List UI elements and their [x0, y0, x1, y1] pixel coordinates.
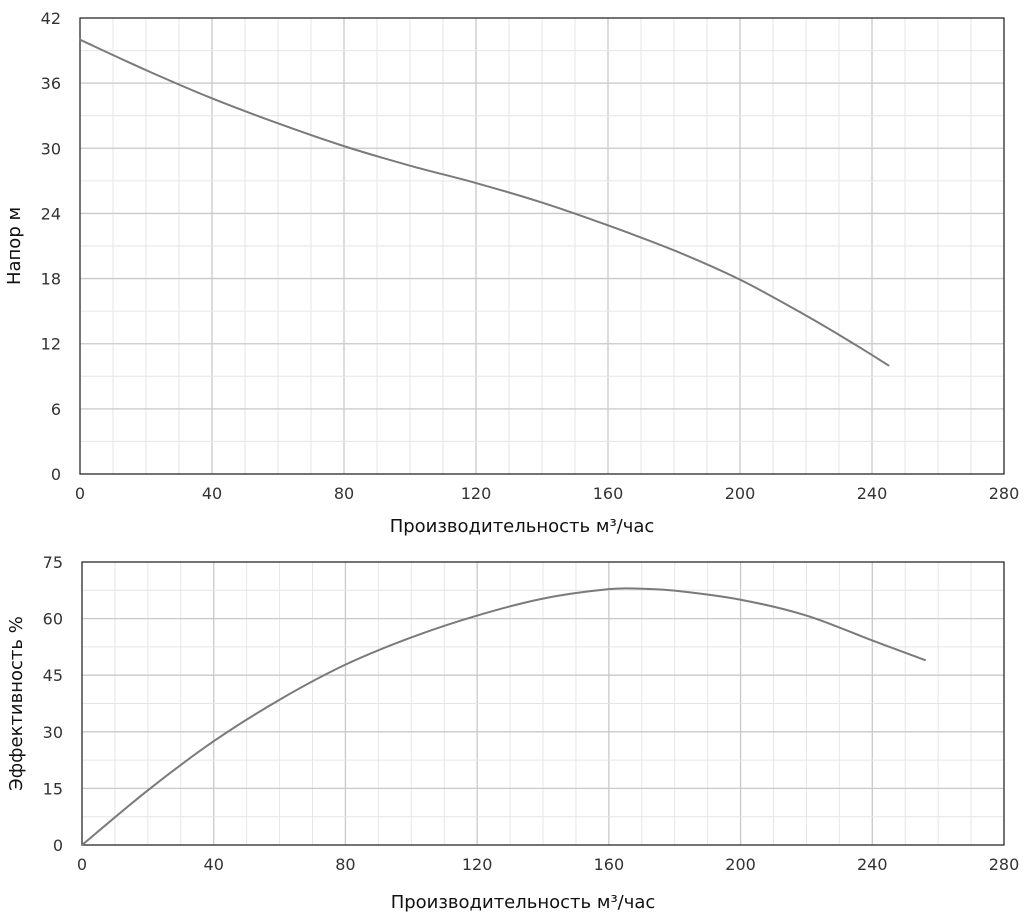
grid: [81, 561, 1005, 846]
y-tick-label: 30: [43, 723, 63, 742]
y-tick-label: 18: [41, 270, 61, 289]
x-tick-label: 120: [462, 855, 493, 874]
x-tick-label: 160: [594, 855, 625, 874]
y-tick-label: 6: [51, 400, 61, 419]
x-axis-title: Производительность м³/час: [391, 892, 656, 913]
y-tick-label: 24: [41, 204, 61, 223]
x-tick-label: 0: [75, 484, 85, 503]
x-tick-label: 280: [989, 484, 1020, 503]
x-tick-label: 0: [77, 855, 87, 874]
y-tick-label: 15: [43, 779, 63, 798]
y-axis-title: Напор м: [4, 207, 25, 285]
x-tick-label: 200: [725, 484, 756, 503]
plot-frame: [81, 561, 1005, 846]
y-tick-label: 30: [41, 139, 61, 158]
x-tick-label: 160: [593, 484, 624, 503]
y-tick-label: 42: [41, 9, 61, 28]
series-line: [81, 587, 926, 846]
y-tick-label: 60: [43, 610, 63, 629]
x-tick-label: 240: [857, 855, 888, 874]
x-tick-label: 120: [461, 484, 492, 503]
x-axis-title: Производительность м³/час: [390, 516, 655, 537]
y-tick-label: 0: [51, 465, 61, 484]
x-tick-label: 280: [989, 855, 1020, 874]
chart-1: 0 40 80 120 160 200 240 280 0 6 12 18 24 30 36 42 Произв…: [4, 9, 1019, 537]
chart-2: 0 40 80 120 160 200 240 280 0 15 30 45 60 75 Производи…: [6, 553, 1019, 913]
y-tick-label: 36: [41, 74, 61, 93]
x-tick-label: 40: [202, 484, 222, 503]
y-axis-title: Эффективность %: [6, 616, 27, 791]
x-tick-label: 80: [335, 855, 355, 874]
y-tick-label: 45: [43, 666, 63, 685]
plot-frame: [79, 17, 1005, 475]
x-tick-label: 40: [204, 855, 224, 874]
x-tick-label: 200: [725, 855, 756, 874]
x-tick-label: 80: [334, 484, 354, 503]
x-tick-label: 240: [857, 484, 888, 503]
y-tick-label: 12: [41, 335, 61, 354]
grid: [79, 17, 1005, 475]
series-line: [79, 38, 890, 367]
y-tick-label: 0: [53, 836, 63, 855]
y-tick-label: 75: [43, 553, 63, 572]
